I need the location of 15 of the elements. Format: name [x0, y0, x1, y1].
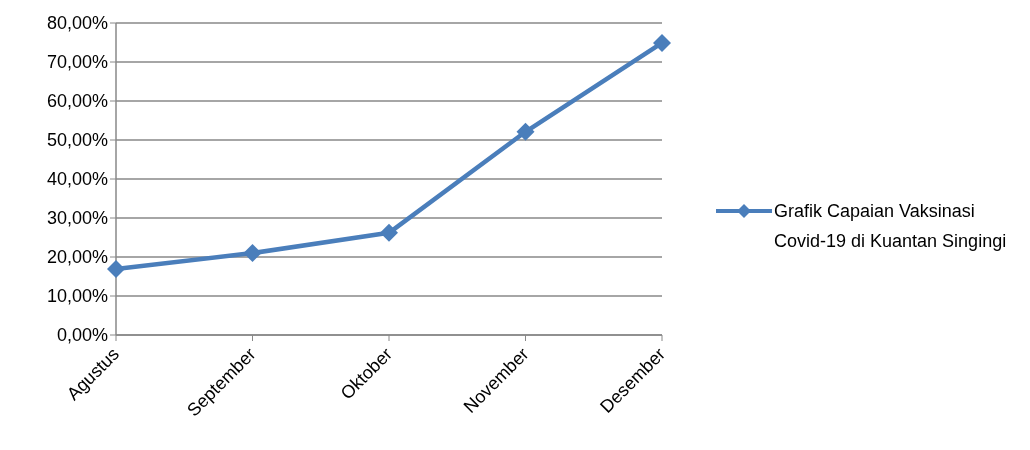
point — [516, 122, 535, 141]
y-tick-label: 60,00% — [46, 91, 108, 112]
y-tick-label: 80,00% — [46, 13, 108, 34]
y-tick-label: 40,00% — [46, 169, 108, 190]
point — [653, 33, 671, 52]
point — [380, 223, 398, 242]
point — [243, 244, 262, 263]
y-tick-label: 50,00% — [46, 130, 108, 151]
y-tick-label: 0,00% — [56, 325, 108, 346]
y-tick-label: 70,00% — [46, 52, 108, 73]
y-tick-label: 10,00% — [46, 286, 108, 307]
y-tick-label: 30,00% — [46, 208, 108, 229]
point — [107, 260, 125, 279]
legend-label: Grafik Capaian Vaksinasi Covid-19 di Kuantan Singingi — [774, 200, 1008, 253]
y-tick-label: 20,00% — [46, 247, 108, 268]
